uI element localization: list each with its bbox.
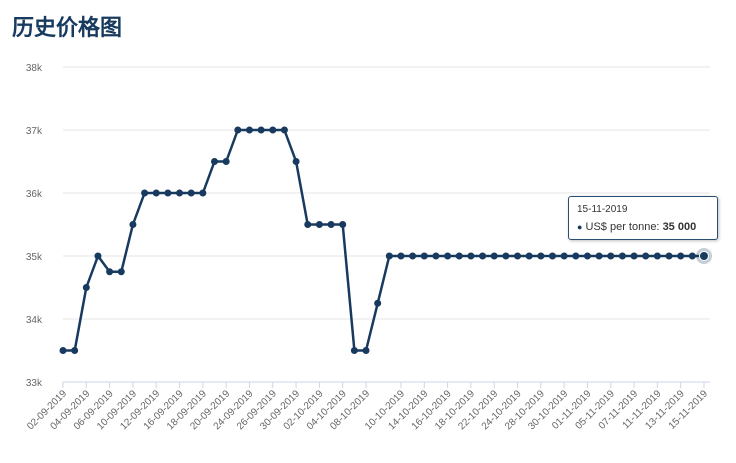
tooltip-value: 35 000 bbox=[662, 221, 697, 233]
data-point bbox=[455, 252, 463, 260]
x-axis-labels: 02-09-201904-09-201906-09-201910-09-2019… bbox=[25, 382, 710, 432]
y-tick-label: 37k bbox=[26, 126, 43, 137]
y-tick-label: 38k bbox=[26, 63, 43, 74]
data-point bbox=[82, 284, 90, 291]
data-point bbox=[362, 347, 370, 354]
data-point bbox=[106, 268, 114, 276]
data-point bbox=[560, 252, 568, 260]
data-point bbox=[374, 299, 382, 307]
data-point bbox=[607, 252, 615, 260]
data-point bbox=[642, 252, 650, 260]
data-point bbox=[339, 221, 347, 228]
data-point bbox=[94, 252, 102, 260]
data-point bbox=[245, 126, 253, 134]
data-point bbox=[432, 252, 440, 260]
series-line bbox=[63, 128, 704, 352]
data-point bbox=[385, 252, 393, 260]
data-point bbox=[59, 347, 67, 354]
data-point bbox=[211, 158, 219, 165]
data-point bbox=[164, 189, 172, 197]
data-point bbox=[548, 252, 556, 260]
y-axis-labels: 33k 34k 35k 36k 37k 38k bbox=[26, 63, 43, 389]
data-point bbox=[117, 268, 125, 276]
tooltip-label: US$ per tonne: bbox=[585, 221, 663, 233]
y-tick-label: 33k bbox=[26, 378, 43, 389]
data-point bbox=[525, 252, 533, 260]
data-point bbox=[280, 126, 288, 134]
data-point bbox=[618, 252, 626, 260]
data-point bbox=[537, 252, 545, 260]
data-point bbox=[222, 158, 230, 165]
data-point bbox=[595, 252, 603, 260]
data-point bbox=[514, 252, 522, 260]
data-point bbox=[292, 158, 300, 165]
data-point bbox=[176, 189, 184, 197]
data-point bbox=[234, 126, 242, 134]
tooltip-line: ● US$ per tonne: 35 000 bbox=[577, 220, 709, 234]
data-point bbox=[583, 252, 591, 260]
price-series bbox=[59, 126, 712, 354]
data-point bbox=[572, 252, 580, 260]
data-point bbox=[490, 252, 498, 260]
data-point bbox=[350, 347, 358, 354]
data-point bbox=[152, 189, 160, 197]
data-point bbox=[187, 189, 195, 197]
hover-tooltip: 15-11-2019 ● US$ per tonne: 35 000 bbox=[568, 196, 718, 240]
data-point bbox=[327, 221, 335, 228]
y-tick-label: 35k bbox=[26, 252, 43, 263]
page-title: 历史价格图 bbox=[12, 16, 123, 41]
data-point bbox=[444, 252, 452, 260]
data-point bbox=[199, 189, 207, 197]
data-point bbox=[141, 189, 149, 197]
data-point bbox=[653, 252, 661, 260]
data-point bbox=[71, 347, 79, 354]
hovered-data-point bbox=[699, 251, 709, 261]
data-point bbox=[397, 252, 405, 260]
data-point bbox=[467, 252, 475, 260]
y-tick-label: 36k bbox=[26, 189, 43, 200]
y-tick-label: 34k bbox=[26, 315, 43, 326]
data-point bbox=[502, 252, 510, 260]
data-point bbox=[665, 252, 673, 260]
data-point bbox=[409, 252, 417, 260]
data-point bbox=[677, 252, 685, 260]
data-point bbox=[269, 126, 277, 134]
tooltip-series-dot: ● bbox=[577, 222, 583, 232]
data-point bbox=[129, 221, 137, 228]
data-point bbox=[315, 221, 323, 228]
data-point bbox=[257, 126, 265, 134]
data-point bbox=[630, 252, 638, 260]
tooltip-date: 15-11-2019 bbox=[577, 204, 628, 215]
data-point bbox=[420, 252, 428, 260]
data-point bbox=[479, 252, 487, 260]
data-point bbox=[304, 221, 312, 228]
data-point bbox=[688, 252, 696, 260]
